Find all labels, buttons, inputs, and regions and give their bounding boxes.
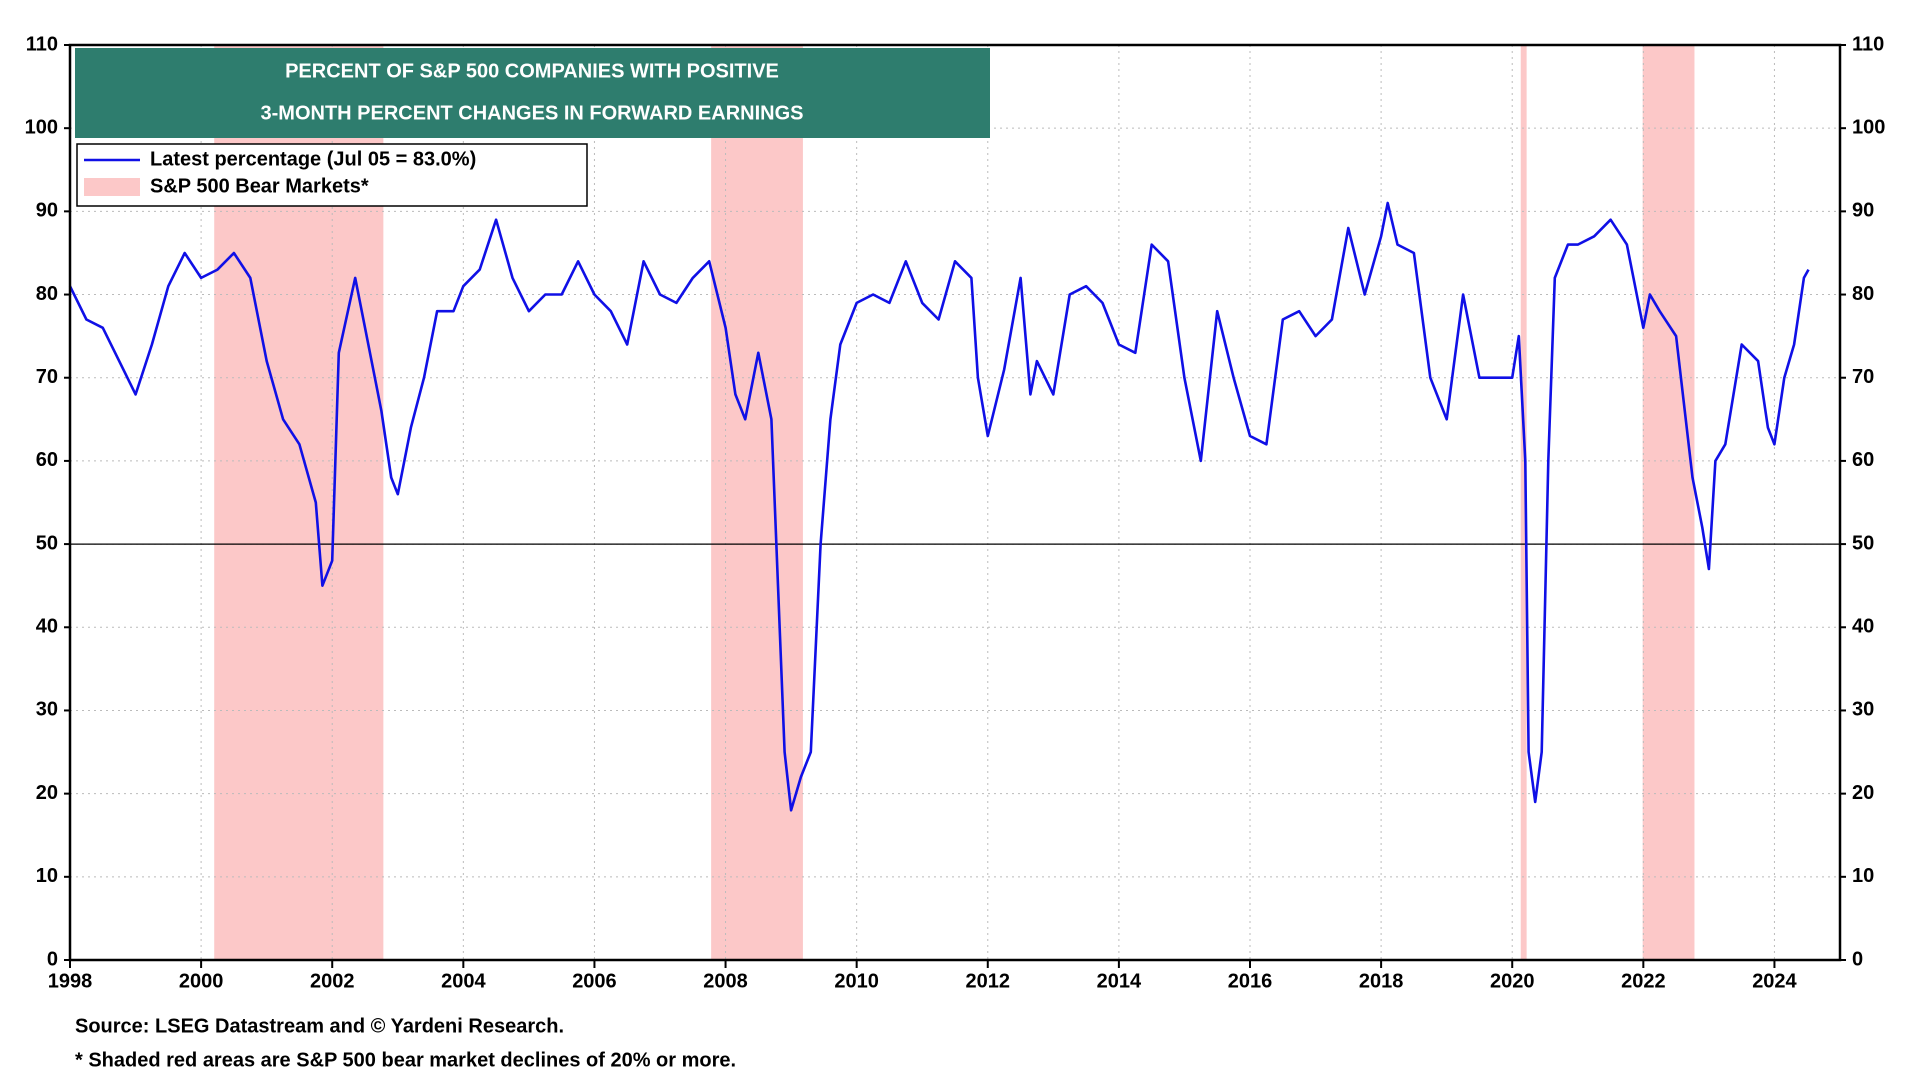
y-tick-label: 90 <box>36 200 58 222</box>
y2-tick-label: 100 <box>1852 116 1885 138</box>
y2-tick-label: 10 <box>1852 865 1874 887</box>
x-tick-label: 2000 <box>179 970 224 992</box>
x-tick-label: 2018 <box>1359 970 1404 992</box>
y-tick-label: 70 <box>36 366 58 388</box>
x-tick-label: 2016 <box>1228 970 1273 992</box>
legend-box <box>76 143 588 207</box>
y-tick-label: 40 <box>36 616 58 638</box>
y-tick-label: 0 <box>47 948 58 970</box>
y2-tick-label: 20 <box>1852 782 1874 804</box>
legend-label: Latest percentage (Jul 05 = 83.0%) <box>150 148 476 170</box>
y-tick-label: 50 <box>36 532 58 554</box>
x-tick-label: 2002 <box>310 970 355 992</box>
y-tick-label: 80 <box>36 283 58 305</box>
x-tick-label: 2024 <box>1752 970 1797 992</box>
y2-tick-label: 60 <box>1852 449 1874 471</box>
x-tick-label: 2010 <box>834 970 879 992</box>
y-tick-label: 110 <box>26 33 58 55</box>
x-tick-label: 1998 <box>48 970 93 992</box>
chart-title: PERCENT OF S&P 500 COMPANIES WITH POSITI… <box>285 60 779 82</box>
y-tick-label: 30 <box>36 699 58 721</box>
y-tick-label: 60 <box>36 449 58 471</box>
title-box <box>75 48 990 138</box>
x-tick-label: 2022 <box>1621 970 1666 992</box>
y-tick-label: 20 <box>36 782 58 804</box>
y2-tick-label: 70 <box>1852 366 1874 388</box>
y2-tick-label: 0 <box>1852 948 1863 970</box>
footnote: Source: LSEG Datastream and © Yardeni Re… <box>75 1015 564 1037</box>
x-tick-label: 2014 <box>1097 970 1142 992</box>
bear-market-band <box>711 45 803 960</box>
y2-tick-label: 110 <box>1852 33 1884 55</box>
y2-tick-label: 90 <box>1852 200 1874 222</box>
y2-tick-label: 80 <box>1852 283 1874 305</box>
data-line <box>68 201 1810 812</box>
y-tick-label: 100 <box>25 116 58 138</box>
bear-market-band <box>1642 45 1695 960</box>
y2-tick-label: 40 <box>1852 616 1874 638</box>
x-tick-label: 2008 <box>703 970 748 992</box>
y2-tick-label: 30 <box>1852 699 1874 721</box>
legend-swatch-band <box>84 178 140 196</box>
footnote: * Shaded red areas are S&P 500 bear mark… <box>75 1049 736 1071</box>
chart-title: 3-MONTH PERCENT CHANGES IN FORWARD EARNI… <box>261 102 804 124</box>
plot-frame <box>68 43 1842 962</box>
x-tick-label: 2020 <box>1490 970 1535 992</box>
x-tick-label: 2012 <box>966 970 1011 992</box>
x-tick-label: 2004 <box>441 970 486 992</box>
legend-label: S&P 500 Bear Markets* <box>150 175 369 197</box>
bear-market-band <box>1520 45 1527 960</box>
y2-tick-label: 50 <box>1852 532 1874 554</box>
y-tick-label: 10 <box>36 865 58 887</box>
x-tick-label: 2006 <box>572 970 617 992</box>
